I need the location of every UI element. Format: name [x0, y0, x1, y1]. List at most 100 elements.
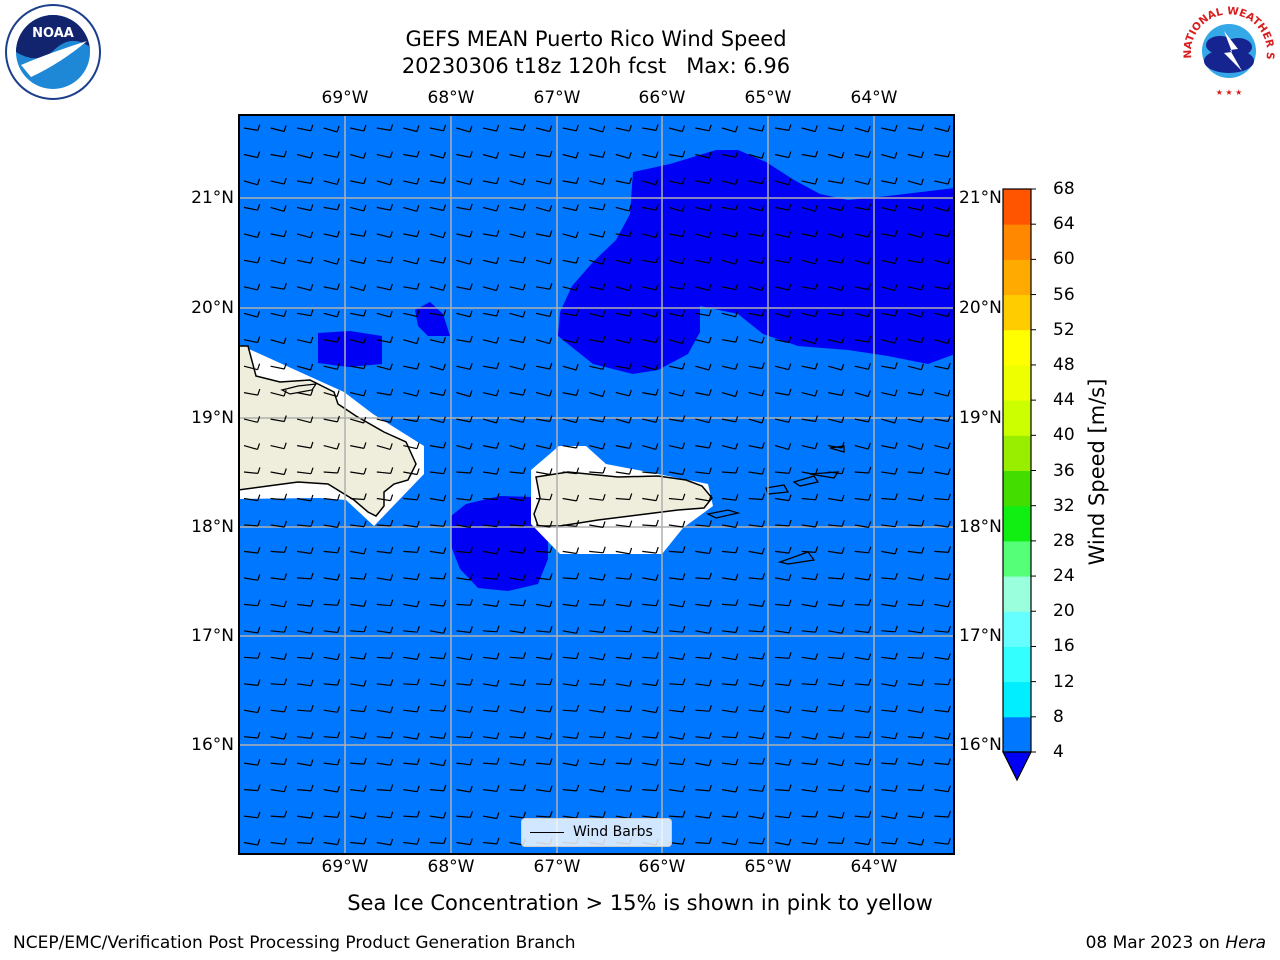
wind-barb — [482, 757, 500, 765]
wind-barb — [668, 600, 686, 608]
wind-barb — [642, 574, 659, 581]
wind-barb — [642, 652, 659, 659]
wind-barb — [562, 520, 580, 527]
wind-barb — [934, 810, 951, 818]
colorbar-tick-label: 24 — [1053, 566, 1075, 587]
wind-barb — [934, 785, 951, 793]
wind-barb — [429, 732, 447, 739]
wind-barb — [589, 442, 606, 450]
wind-barb — [323, 494, 341, 501]
colorbar-label: Wind Speed [m/s] — [1085, 378, 1109, 566]
wind-barb — [668, 389, 685, 397]
wind-barb — [801, 257, 818, 265]
wind-barb — [509, 574, 526, 581]
colorbar-segment — [1003, 470, 1031, 507]
wind-barb — [854, 494, 872, 501]
wind-barb — [907, 336, 925, 344]
wind-barb — [721, 546, 739, 554]
wind-barb — [323, 653, 341, 661]
wind-barb — [482, 284, 500, 292]
wind-barb — [721, 310, 739, 318]
wind-barb — [429, 520, 447, 527]
wind-barb — [695, 811, 712, 819]
wind-barb — [562, 759, 580, 767]
wind-barb — [376, 363, 393, 371]
wind-barb — [243, 838, 261, 846]
wind-barb — [774, 363, 792, 371]
wind-barb — [535, 442, 553, 450]
wind-barb — [270, 520, 287, 528]
wind-barb — [642, 151, 659, 159]
colorbar-tick-label: 64 — [1053, 214, 1075, 235]
wind-barb — [376, 494, 394, 502]
wind-barb — [456, 546, 473, 554]
wind-barb — [403, 810, 420, 818]
wind-barb — [721, 363, 739, 370]
wind-barb — [376, 443, 393, 450]
colorbar-segment — [1003, 435, 1031, 471]
wind-barb — [748, 152, 765, 159]
wind-barb — [642, 178, 659, 186]
wind-barb — [748, 785, 766, 792]
wind-barb — [695, 256, 712, 264]
wind-barb — [775, 519, 792, 527]
colorbar-segment — [1003, 576, 1031, 612]
wind-barb — [748, 284, 765, 292]
wind-barb — [801, 310, 818, 317]
wind-barb — [297, 679, 314, 687]
wind-barb — [403, 705, 420, 713]
wind-barb — [721, 125, 739, 133]
wind-barb — [668, 810, 686, 818]
wind-barb — [270, 125, 287, 133]
wind-barb — [668, 653, 686, 660]
hispaniola-land — [239, 345, 417, 517]
wind-barb — [403, 758, 420, 766]
wind-barb — [721, 731, 739, 739]
wind-barb — [828, 679, 845, 687]
wind-barb — [270, 626, 288, 633]
wind-barb — [668, 732, 686, 740]
wind-barb — [695, 389, 712, 396]
colorbar-tick-label: 44 — [1053, 390, 1075, 411]
wind-barb — [642, 310, 659, 318]
wind-barb — [429, 284, 446, 291]
wind-barb — [350, 152, 367, 159]
wind-barb — [536, 626, 553, 633]
wind-barb — [801, 205, 818, 212]
wind-barb — [854, 310, 871, 318]
wind-barb — [801, 626, 819, 633]
wind-barb — [828, 231, 845, 239]
wind-barb — [589, 573, 606, 581]
wind-barb — [748, 124, 765, 132]
wind-barb — [429, 336, 447, 344]
colorbar-segment — [1003, 716, 1031, 753]
wind-barb — [828, 784, 845, 792]
wind-barb — [562, 256, 579, 264]
wind-barb — [509, 310, 526, 318]
wind-barb — [376, 124, 394, 131]
wind-barb — [721, 178, 739, 185]
wind-barb — [456, 758, 473, 766]
wind-barb — [854, 599, 872, 606]
wind-barb — [854, 363, 871, 370]
wind-barb — [615, 573, 633, 580]
wind-barb — [774, 574, 792, 581]
wind-barb — [615, 757, 633, 765]
wind-barb — [881, 230, 898, 237]
wind-barb — [854, 653, 872, 661]
wind-barb — [562, 204, 579, 212]
wind-barb — [695, 520, 712, 527]
wind-barb — [456, 390, 473, 398]
wind-barb — [350, 230, 367, 237]
wind-barb — [456, 811, 473, 818]
wind-barb — [270, 468, 287, 476]
wind-barb — [642, 731, 659, 739]
wind-barb — [323, 758, 341, 766]
wind-barb — [881, 257, 898, 265]
wind-barb — [509, 283, 526, 291]
wind-barb — [562, 705, 580, 712]
wind-barb — [535, 150, 553, 158]
wind-barb — [881, 152, 898, 159]
lon-tick: 67°W — [533, 857, 581, 877]
lat-tick: 17°N — [959, 626, 1002, 646]
